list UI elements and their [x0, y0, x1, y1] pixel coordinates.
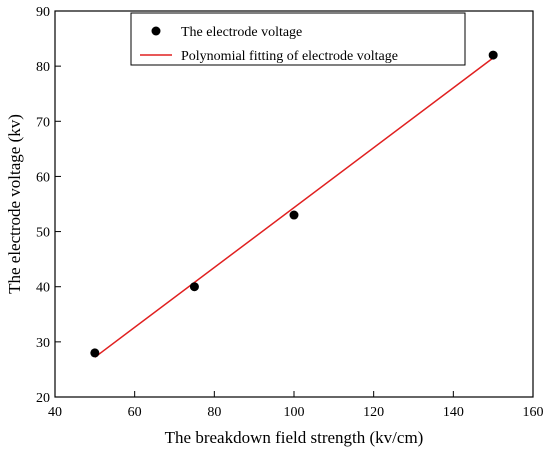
x-tick-label: 140	[443, 405, 464, 420]
y-axis-title: The electrode voltage (kv)	[5, 114, 24, 294]
legend-box	[130, 12, 466, 66]
legend-label-fit: Polynomial fitting of electrode voltage	[181, 49, 398, 64]
y-tick-label: 40	[36, 281, 50, 296]
legend-label-scatter: The electrode voltage	[181, 25, 302, 40]
legend-marker-scatter	[151, 26, 161, 36]
x-tick-label: 60	[128, 405, 142, 420]
data-point	[289, 210, 299, 220]
y-tick-label: 50	[36, 226, 50, 241]
x-axis-title: The breakdown field strength (kv/cm)	[165, 428, 424, 447]
x-tick-label: 120	[363, 405, 384, 420]
fit-line	[94, 57, 494, 358]
y-tick-label: 60	[36, 170, 50, 185]
y-tick-label: 90	[36, 5, 50, 20]
legend: The electrode voltage Polynomial fitting…	[130, 12, 466, 66]
x-tick-label: 100	[284, 405, 305, 420]
y-tick-label: 70	[36, 115, 50, 130]
y-tick-label: 80	[36, 60, 50, 75]
series-layer	[90, 50, 498, 358]
data-point	[189, 282, 199, 292]
plot-frame	[54, 10, 534, 398]
x-tick-label: 160	[523, 405, 544, 420]
ticks-layer: 40 60 80 100 120 140 160 20 30 40 50 60 70 80 90	[36, 5, 544, 420]
data-point	[90, 348, 100, 358]
x-tick-label: 40	[48, 405, 62, 420]
y-tick-label: 20	[36, 391, 50, 406]
data-point	[488, 50, 498, 60]
x-tick-label: 80	[207, 405, 221, 420]
y-tick-label: 30	[36, 336, 50, 351]
